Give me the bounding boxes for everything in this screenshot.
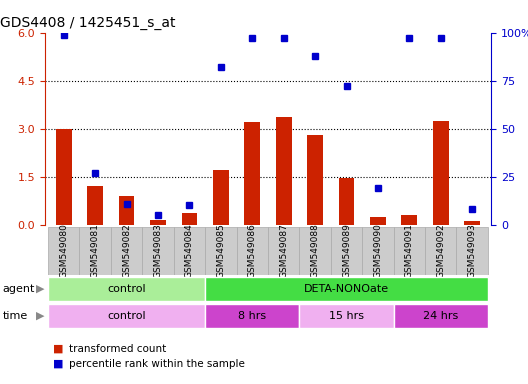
Bar <box>48 304 205 328</box>
Text: GSM549082: GSM549082 <box>122 223 131 278</box>
Bar <box>331 227 362 275</box>
Bar <box>174 227 205 275</box>
Bar <box>433 121 449 225</box>
Bar <box>205 227 237 275</box>
Text: 24 hrs: 24 hrs <box>423 311 458 321</box>
Text: transformed count: transformed count <box>69 344 166 354</box>
Bar <box>87 186 103 225</box>
Bar <box>394 227 425 275</box>
Bar <box>205 304 299 328</box>
Bar <box>276 118 291 225</box>
Text: GSM549081: GSM549081 <box>91 223 100 278</box>
Bar <box>182 214 197 225</box>
Bar <box>48 277 205 301</box>
Text: GSM549083: GSM549083 <box>154 223 163 278</box>
Bar <box>299 304 394 328</box>
Text: GSM549087: GSM549087 <box>279 223 288 278</box>
Text: GSM549084: GSM549084 <box>185 223 194 278</box>
Bar <box>307 135 323 225</box>
Bar <box>150 220 166 225</box>
Bar <box>457 227 488 275</box>
Text: ▶: ▶ <box>36 311 44 321</box>
Text: GSM549090: GSM549090 <box>373 223 382 278</box>
Bar <box>394 304 488 328</box>
Text: GSM549092: GSM549092 <box>436 223 445 278</box>
Text: GSM549091: GSM549091 <box>405 223 414 278</box>
Bar <box>244 122 260 225</box>
Text: GSM549080: GSM549080 <box>59 223 68 278</box>
Bar <box>213 170 229 225</box>
Text: GDS4408 / 1425451_s_at: GDS4408 / 1425451_s_at <box>0 16 175 30</box>
Text: 8 hrs: 8 hrs <box>238 311 266 321</box>
Text: control: control <box>107 284 146 294</box>
Bar <box>401 215 417 225</box>
Bar <box>338 178 354 225</box>
Bar <box>142 227 174 275</box>
Bar <box>370 217 386 225</box>
Text: GSM549093: GSM549093 <box>468 223 477 278</box>
Text: control: control <box>107 311 146 321</box>
Bar <box>425 227 457 275</box>
Bar <box>119 196 135 225</box>
Bar <box>111 227 142 275</box>
Text: agent: agent <box>3 284 35 294</box>
Text: GSM549089: GSM549089 <box>342 223 351 278</box>
Text: GSM549085: GSM549085 <box>216 223 225 278</box>
Bar <box>362 227 394 275</box>
Text: percentile rank within the sample: percentile rank within the sample <box>69 359 244 369</box>
Text: ■: ■ <box>53 359 63 369</box>
Bar <box>48 227 79 275</box>
Bar <box>268 227 299 275</box>
Text: GSM549088: GSM549088 <box>310 223 319 278</box>
Bar <box>205 277 488 301</box>
Bar <box>56 129 72 225</box>
Text: 15 hrs: 15 hrs <box>329 311 364 321</box>
Bar <box>237 227 268 275</box>
Text: GSM549086: GSM549086 <box>248 223 257 278</box>
Text: time: time <box>3 311 28 321</box>
Bar <box>464 222 480 225</box>
Text: ▶: ▶ <box>36 284 44 294</box>
Text: ■: ■ <box>53 344 63 354</box>
Bar <box>79 227 111 275</box>
Text: DETA-NONOate: DETA-NONOate <box>304 284 389 294</box>
Bar <box>299 227 331 275</box>
